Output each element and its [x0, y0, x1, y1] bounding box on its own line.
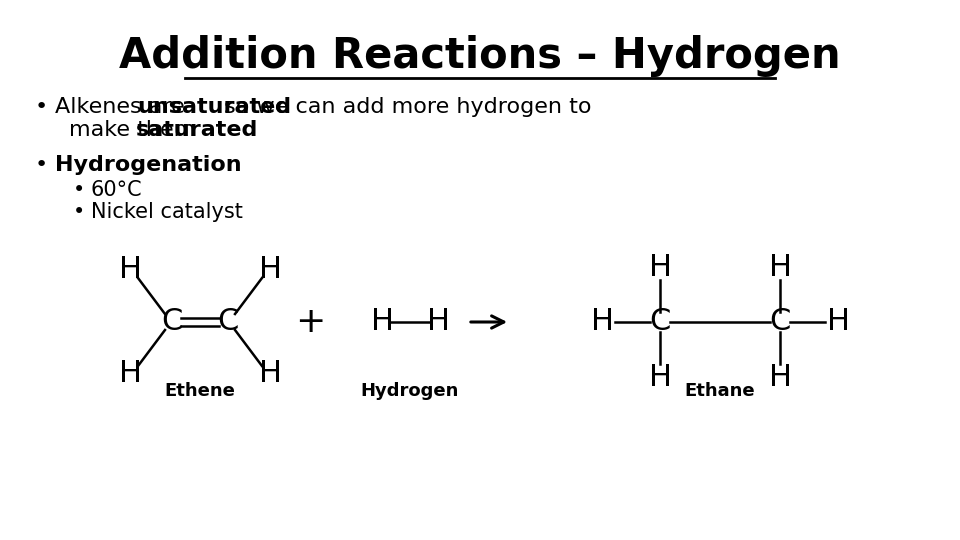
Text: •: • [35, 97, 48, 117]
Text: H: H [118, 255, 141, 285]
Text: Alkenes are: Alkenes are [55, 97, 192, 117]
Text: H: H [769, 253, 791, 281]
Text: H: H [118, 360, 141, 388]
Text: H: H [590, 307, 613, 336]
Text: Hydrogenation: Hydrogenation [55, 155, 242, 175]
Text: unsaturated: unsaturated [137, 97, 291, 117]
Text: H: H [649, 253, 671, 281]
Text: •: • [35, 155, 48, 175]
Text: •: • [73, 202, 85, 222]
Text: Ethene: Ethene [164, 382, 235, 400]
Text: H: H [258, 255, 281, 285]
Text: H: H [827, 307, 850, 336]
Text: C: C [649, 307, 671, 336]
Text: H: H [649, 362, 671, 392]
Text: Ethane: Ethane [684, 382, 756, 400]
Text: C: C [769, 307, 791, 336]
Text: Nickel catalyst: Nickel catalyst [91, 202, 243, 222]
Text: H: H [769, 362, 791, 392]
Text: H: H [258, 360, 281, 388]
Text: C: C [161, 307, 182, 336]
Text: H: H [426, 307, 449, 336]
Text: C: C [217, 307, 239, 336]
Text: so we can add more hydrogen to: so we can add more hydrogen to [217, 97, 591, 117]
Text: 60°C: 60°C [91, 180, 143, 200]
Text: Hydrogen: Hydrogen [361, 382, 459, 400]
Text: +: + [295, 305, 325, 339]
Text: •: • [73, 180, 85, 200]
Text: Addition Reactions – Hydrogen: Addition Reactions – Hydrogen [119, 35, 841, 77]
Text: H: H [371, 307, 394, 336]
Text: saturated: saturated [136, 120, 258, 140]
Text: make them: make them [69, 120, 203, 140]
